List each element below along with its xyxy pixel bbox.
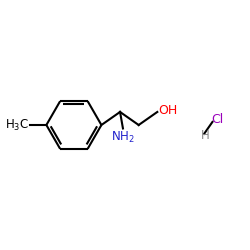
Text: NH$_2$: NH$_2$ [111,130,135,145]
Text: H: H [201,129,209,142]
Text: Cl: Cl [212,112,224,126]
Text: H$_3$C: H$_3$C [4,118,29,132]
Text: OH: OH [158,104,178,117]
